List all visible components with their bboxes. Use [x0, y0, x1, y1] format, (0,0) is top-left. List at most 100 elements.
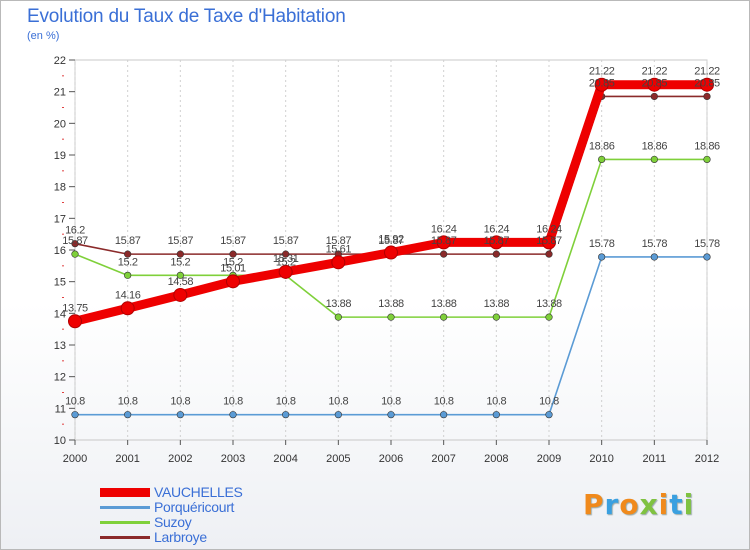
y-tick-label: 22 — [54, 55, 66, 67]
data-label: 15.87 — [536, 235, 562, 247]
data-label: 15.78 — [694, 238, 720, 250]
x-tick-label: 2010 — [589, 453, 613, 465]
data-label: 15.87 — [220, 235, 246, 247]
legend-label: VAUCHELLES — [154, 484, 243, 500]
y-tick-label: 20 — [54, 118, 66, 130]
data-point — [71, 411, 79, 419]
x-tick-label: 2011 — [643, 453, 667, 465]
brand-letter: t — [669, 488, 684, 521]
data-label: 20.85 — [694, 77, 720, 89]
data-point — [545, 250, 553, 258]
data-label: 15.87 — [431, 235, 457, 247]
data-label: 15.87 — [378, 235, 404, 247]
data-label: 15.31 — [273, 253, 299, 265]
data-label: 15.87 — [62, 235, 88, 247]
brand-letter: i — [683, 488, 695, 521]
data-point — [278, 264, 293, 279]
data-label: 14.58 — [168, 276, 194, 288]
legend-swatch — [100, 488, 150, 497]
legend-label: Larbroye — [154, 529, 207, 545]
x-tick-label: 2012 — [695, 453, 719, 465]
x-tick-label: 2000 — [63, 453, 87, 465]
data-label: 21.22 — [642, 66, 668, 78]
brand-letter: o — [619, 488, 640, 521]
brand-logo: Proxiti — [583, 488, 694, 521]
legend-label: Porquéricourt — [154, 499, 235, 515]
data-point — [173, 287, 188, 302]
series-vauchelles — [68, 77, 714, 329]
data-label: 13.88 — [484, 298, 510, 310]
data-label: 10.8 — [118, 396, 138, 408]
y-tick-label: 17 — [54, 213, 66, 225]
data-point — [71, 250, 79, 258]
y-tick-label: 21 — [54, 87, 66, 99]
series-porquricourt — [71, 253, 711, 419]
data-point — [176, 250, 184, 258]
data-point — [703, 155, 711, 164]
data-point — [703, 253, 711, 261]
y-tick-label: 14 — [54, 308, 66, 320]
data-label: 15.2 — [276, 256, 296, 268]
data-label: 15.61 — [326, 243, 352, 255]
data-point — [124, 271, 132, 279]
y-tick-label: 18 — [54, 182, 66, 194]
data-label: 15.87 — [273, 235, 299, 247]
legend-item-suzoy[interactable]: Suzoy — [100, 514, 320, 530]
data-point — [282, 250, 290, 258]
legend-label: Suzoy — [154, 514, 192, 530]
data-label: 10.8 — [434, 396, 454, 408]
data-label: 18.86 — [589, 140, 615, 152]
data-point — [650, 155, 658, 164]
data-point — [594, 77, 609, 92]
data-label: 15.2 — [170, 256, 190, 268]
data-point — [71, 240, 79, 248]
data-point — [598, 253, 606, 261]
data-label: 10.8 — [65, 396, 85, 408]
data-label: 10.8 — [486, 396, 506, 408]
data-point — [226, 274, 240, 289]
data-point — [387, 313, 395, 321]
legend-item-larbroye[interactable]: Larbroye — [100, 529, 320, 545]
data-point — [282, 411, 290, 419]
data-label: 15.78 — [642, 238, 668, 250]
data-label: 13.75 — [62, 302, 88, 314]
data-label: 15.87 — [484, 235, 510, 247]
data-point — [334, 313, 342, 321]
y-tick-label: 16 — [54, 245, 66, 257]
y-tick-label: 15 — [54, 277, 66, 289]
y-tick-label: 11 — [55, 403, 66, 415]
legend-item-vauchelles[interactable]: VAUCHELLES — [100, 484, 320, 500]
data-label: 21.22 — [694, 66, 720, 78]
data-point — [124, 250, 132, 258]
data-point — [647, 77, 662, 92]
data-point — [545, 411, 553, 419]
legend-item-porquericourt[interactable]: Porquéricourt — [100, 499, 320, 515]
data-label: 13.88 — [536, 298, 562, 310]
x-tick-label: 2005 — [326, 453, 350, 465]
data-label: 10.8 — [539, 396, 559, 408]
data-point — [387, 411, 395, 419]
data-label: 10.8 — [223, 396, 243, 408]
data-label: 15.87 — [115, 235, 141, 247]
data-point — [436, 235, 451, 250]
x-tick-label: 2003 — [221, 453, 245, 465]
data-label: 13.88 — [431, 298, 457, 310]
data-label: 18.86 — [694, 140, 720, 152]
legend-swatch — [100, 521, 150, 524]
data-point — [384, 245, 398, 260]
data-label: 21.22 — [589, 66, 615, 78]
data-label: 13.88 — [378, 298, 404, 310]
data-label: 15.2 — [223, 256, 243, 268]
y-tick-label: 19 — [54, 150, 66, 162]
data-point — [176, 411, 184, 419]
chart-title: Evolution du Taux de Taxe d'Habitation — [27, 6, 346, 27]
data-point — [331, 255, 346, 270]
x-tick-label: 2009 — [537, 453, 561, 465]
brand-letter: P — [583, 488, 605, 521]
x-tick-label: 2004 — [273, 453, 297, 465]
data-label: 10.8 — [328, 396, 348, 408]
data-point — [440, 313, 448, 321]
legend: VAUCHELLES Porquéricourt Suzoy Larbroye — [100, 484, 320, 545]
x-tick-label: 2007 — [431, 453, 455, 465]
brand-letter: r — [604, 488, 620, 521]
